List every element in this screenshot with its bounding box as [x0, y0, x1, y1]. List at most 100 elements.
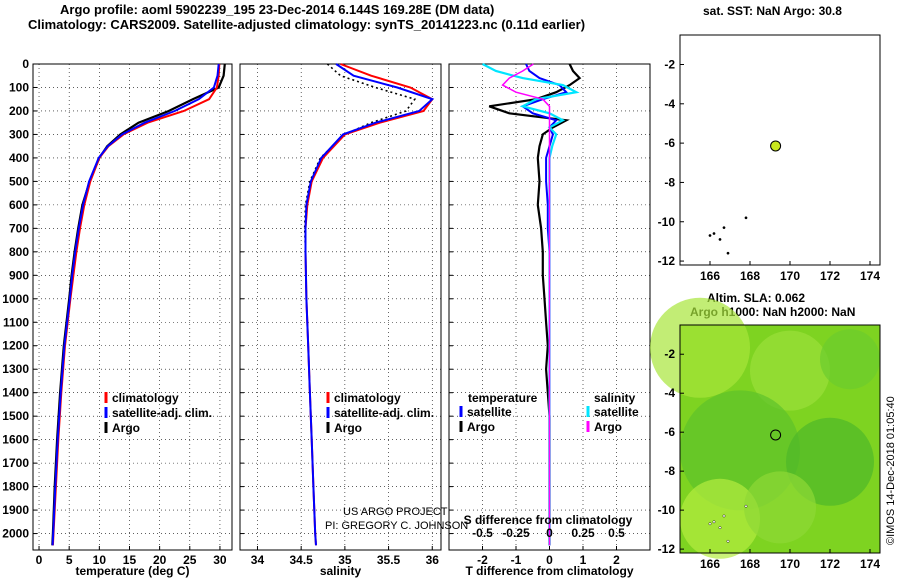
diff-legend-label-left: Argo	[467, 420, 495, 434]
sal-legend-label: Argo	[334, 421, 362, 435]
y-tick-label: 1500	[2, 409, 29, 423]
map-bottom-patch	[750, 330, 830, 411]
map-bottom-island	[722, 514, 726, 518]
map-bottom-y-tick-label: -4	[664, 386, 675, 400]
y-tick-label: 1900	[2, 503, 29, 517]
plot-frame-1	[32, 63, 233, 551]
diff-legend-title-temperature: temperature	[468, 391, 538, 405]
map-top-y-tick-label: -6	[664, 136, 675, 150]
y-tick-label: 800	[9, 245, 29, 259]
map-bottom-patch	[680, 478, 760, 559]
series-satellite-temperature	[51, 63, 220, 546]
map-top-y-tick-label: -8	[664, 175, 675, 189]
map-top-x-tick-label: 168	[740, 269, 760, 283]
y-tick-label: 700	[9, 221, 29, 235]
x-tick-label: 1	[580, 553, 587, 567]
temp-legend-label: satellite-adj. clim.	[112, 406, 212, 420]
map-top-title: sat. SST: NaN Argo: 30.8	[703, 4, 842, 18]
x-tick-label: -1	[511, 553, 522, 567]
x-axis-label: salinity	[320, 564, 362, 578]
map-bottom-island	[712, 520, 716, 524]
map-bottom-island	[726, 539, 730, 543]
map-bottom-y-tick-label: -8	[664, 464, 675, 478]
map-top-island	[722, 226, 726, 230]
s-diff-tick-label: -0.25	[502, 526, 530, 540]
map-top-x-tick-label: 174	[860, 269, 880, 283]
credit-line-2: PI: GREGORY C. JOHNSON	[325, 520, 468, 532]
x-tick-label: 5	[66, 553, 73, 567]
map-bottom-island	[744, 504, 748, 508]
x-tick-label: 0	[546, 553, 553, 567]
map-bottom-x-tick-label: 168	[740, 557, 760, 571]
map-top-y-tick-label: -4	[664, 97, 675, 111]
x-axis-label: T difference from climatology	[465, 564, 633, 578]
diff-legend-label-right: satellite	[594, 405, 639, 419]
temp-legend-label: climatology	[112, 391, 179, 405]
map-bottom-patch	[820, 329, 880, 390]
map-top-x-tick-label: 166	[700, 269, 720, 283]
y-tick-label: 300	[9, 127, 29, 141]
y-tick-label: 100	[9, 80, 29, 94]
y-tick-label: 1000	[2, 292, 29, 306]
y-tick-label: 1400	[2, 386, 29, 400]
y-tick-label: 1600	[2, 433, 29, 447]
map-top-island	[718, 238, 722, 241]
map-top-argo-position	[770, 140, 782, 152]
y-tick-label: 200	[9, 104, 29, 118]
map-top-y-tick-label: -2	[664, 57, 675, 71]
map-top-island	[726, 251, 730, 255]
y-tick-label: 1300	[2, 362, 29, 376]
x-tick-label: 34.5	[289, 553, 313, 567]
map-bottom-y-tick-label: -2	[664, 347, 675, 361]
map-bottom-y-tick-label: -10	[658, 503, 676, 517]
title-line-2: Climatology: CARS2009. Satellite-adjuste…	[28, 17, 586, 32]
diff-legend-label-left: satellite	[467, 405, 512, 419]
y-tick-label: 500	[9, 174, 29, 188]
map-top-y-tick-label: -12	[658, 254, 676, 268]
map-bottom-patch	[744, 471, 816, 544]
credit-line-1: US ARGO PROJECT	[343, 506, 448, 518]
series-satellite-salinity	[304, 63, 435, 546]
y-tick-label: 600	[9, 198, 29, 212]
x-tick-label: 30	[213, 553, 227, 567]
s-diff-axis-label: S difference from climatology	[464, 513, 633, 527]
map-bottom-x-tick-label: 170	[780, 557, 800, 571]
diff-legend-label-right: Argo	[594, 420, 622, 434]
y-tick-label: 1800	[2, 480, 29, 494]
x-tick-label: 2	[613, 553, 620, 567]
sal-legend-label: climatology	[334, 391, 401, 405]
map-top-x-tick-label: 172	[820, 269, 840, 283]
y-tick-label: 2000	[2, 527, 29, 541]
map-top-x-tick-label: 170	[780, 269, 800, 283]
map-bottom-x-tick-label: 166	[700, 557, 720, 571]
map-bottom-patch	[786, 417, 874, 506]
s-diff-tick-label: 0	[546, 526, 553, 540]
diff-legend-title-salinity: salinity	[594, 391, 636, 405]
map-top-island	[712, 232, 716, 235]
map-top-island	[708, 234, 712, 237]
map-bottom-island	[718, 526, 722, 530]
map-bottom-island	[708, 522, 712, 526]
map-bottom-y-tick-label: -6	[664, 425, 675, 439]
x-axis-label: temperature (deg C)	[75, 564, 189, 578]
x-tick-label: 34	[251, 553, 265, 567]
s-diff-tick-label: 0.5	[608, 526, 625, 540]
y-tick-label: 0	[22, 57, 29, 71]
x-tick-label: -2	[477, 553, 488, 567]
plot-frame-2	[239, 63, 442, 551]
y-tick-label: 1200	[2, 339, 29, 353]
x-tick-label: 10	[93, 553, 107, 567]
y-tick-label: 400	[9, 151, 29, 165]
map-top-frame	[679, 34, 881, 266]
title-line-1: Argo profile: aoml 5902239_195 23-Dec-20…	[60, 2, 495, 17]
map-top-y-tick-label: -10	[658, 215, 676, 229]
imos-watermark: ©IMOS 14-Dec-2018 01:05:40	[885, 396, 897, 545]
series-argo-salinity	[303, 63, 417, 546]
y-tick-label: 900	[9, 268, 29, 282]
x-tick-label: 0	[36, 553, 43, 567]
map-bottom-title-1: Altim. SLA: 0.062	[707, 291, 806, 305]
x-tick-label: 35	[338, 553, 352, 567]
x-tick-label: 25	[183, 553, 197, 567]
x-tick-label: 35.5	[377, 553, 401, 567]
x-tick-label: 20	[153, 553, 167, 567]
